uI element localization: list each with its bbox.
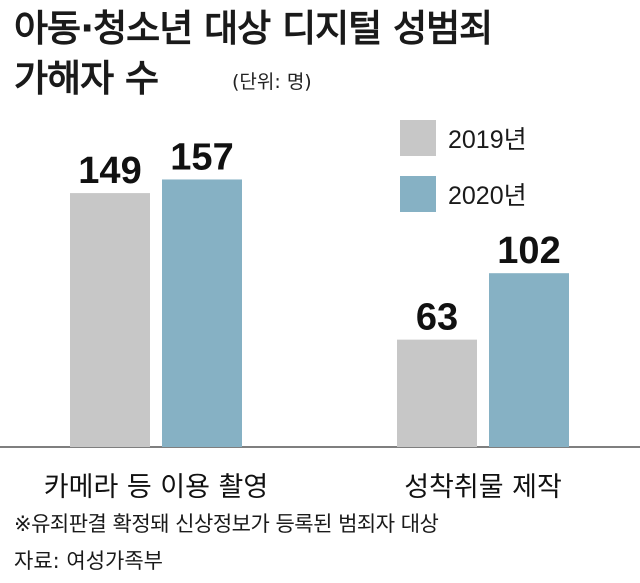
chart-title-line2: 가해자 수 (14, 57, 159, 100)
legend: 2019년 2020년 (400, 110, 527, 222)
source-note: 자료: 여성가족부 (14, 549, 163, 573)
data-label-exploitation-2019: 63 (416, 297, 458, 339)
data-label-exploitation-2020: 102 (497, 230, 560, 272)
category-label-camera: 카메라 등 이용 촬영 (44, 472, 268, 503)
legend-label-2019: 2019년 (448, 126, 527, 154)
bar-exploitation-2020 (489, 273, 569, 447)
data-label-camera-2020: 157 (170, 136, 233, 178)
unit-label: (단위: 명) (232, 71, 312, 93)
data-label-camera-2019: 149 (78, 150, 141, 192)
chart-title: 아동·청소년 대상 디지털 성범죄 가해자 수 (14, 4, 493, 104)
footnote: ※유죄판결 확정돼 신상정보가 등록된 범죄자 대상 (14, 512, 439, 536)
legend-item-2019: 2019년 (400, 110, 527, 166)
legend-item-2020: 2020년 (400, 166, 527, 222)
legend-swatch-2020 (400, 176, 436, 212)
legend-label-2020: 2020년 (448, 182, 527, 210)
chart-title-line1: 아동·청소년 대상 디지털 성범죄 (14, 7, 493, 50)
bar-camera-2019 (70, 193, 150, 447)
bar-camera-2020 (162, 179, 242, 448)
legend-swatch-2019 (400, 120, 436, 156)
bar-exploitation-2019 (397, 339, 477, 447)
category-label-exploitation: 성착취물 제작 (404, 472, 562, 503)
